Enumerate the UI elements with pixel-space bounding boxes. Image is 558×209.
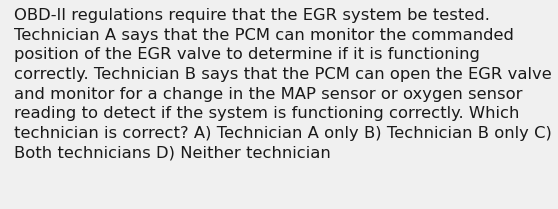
Text: OBD-II regulations require that the EGR system be tested.
Technician A says that: OBD-II regulations require that the EGR … xyxy=(14,8,552,160)
